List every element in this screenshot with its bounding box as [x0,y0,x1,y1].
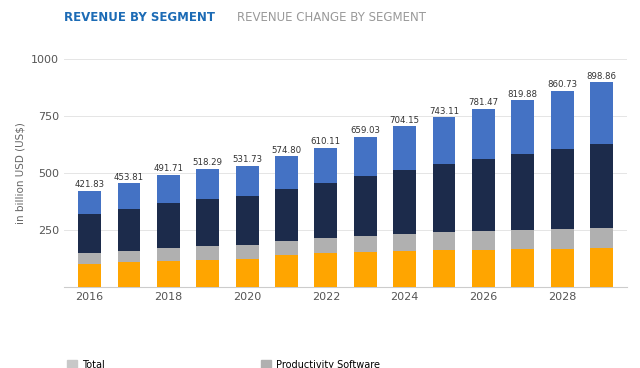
Bar [511,154,534,230]
Bar [314,148,337,183]
Bar [551,249,573,287]
Bar [196,260,219,287]
Bar [472,250,495,287]
Text: 860.73: 860.73 [547,80,577,89]
Bar [196,199,219,247]
Bar [236,197,259,245]
Bar [590,144,613,228]
Bar [354,252,377,287]
Bar [78,214,101,253]
Text: 898.86: 898.86 [587,72,616,81]
Bar [118,262,140,287]
Text: 518.29: 518.29 [193,158,223,167]
Bar [590,248,613,287]
Bar [472,231,495,250]
Bar [314,253,337,287]
Bar [590,82,613,144]
Bar [78,253,101,264]
Text: 743.11: 743.11 [429,107,459,116]
Text: 781.47: 781.47 [468,98,499,107]
Text: 704.15: 704.15 [390,116,420,125]
Bar [275,241,298,255]
Bar [551,149,573,229]
Bar [236,258,259,287]
Bar [196,169,219,199]
Text: 574.80: 574.80 [271,145,301,155]
Text: 659.03: 659.03 [350,126,380,135]
Bar [354,236,377,252]
Bar [433,117,456,164]
Bar [511,230,534,249]
Bar [433,164,456,232]
Bar [393,234,416,251]
Text: 610.11: 610.11 [311,138,341,146]
Y-axis label: in billion USD (US$): in billion USD (US$) [15,122,26,224]
Bar [472,109,495,159]
Bar [511,249,534,287]
Bar [433,232,456,250]
Bar [118,184,140,209]
Bar [275,156,298,189]
Bar [314,238,337,253]
Text: 421.83: 421.83 [74,180,105,190]
Legend: Total, Application Development Software, Enterprise Software, Productivity Softw: Total, Application Development Software,… [63,356,432,368]
Bar [551,91,573,149]
Bar [511,100,534,154]
Text: REVENUE BY SEGMENT: REVENUE BY SEGMENT [64,11,215,24]
Bar [354,137,377,176]
Text: 453.81: 453.81 [114,173,144,182]
Bar [275,189,298,241]
Bar [393,126,416,170]
Text: 531.73: 531.73 [232,155,262,164]
Bar [393,251,416,287]
Bar [314,183,337,238]
Bar [236,166,259,197]
Bar [157,175,180,203]
Bar [157,203,180,248]
Bar [590,228,613,248]
Bar [275,255,298,287]
Bar [157,261,180,287]
Text: REVENUE CHANGE BY SEGMENT: REVENUE CHANGE BY SEGMENT [237,11,426,24]
Bar [354,176,377,236]
Bar [196,247,219,260]
Text: 819.88: 819.88 [508,89,538,99]
Bar [236,245,259,258]
Bar [118,209,140,251]
Bar [118,251,140,262]
Bar [551,229,573,249]
Bar [78,264,101,287]
Bar [157,248,180,261]
Bar [433,250,456,287]
Bar [393,170,416,234]
Text: 491.71: 491.71 [154,164,184,173]
Bar [78,191,101,214]
Bar [472,159,495,231]
